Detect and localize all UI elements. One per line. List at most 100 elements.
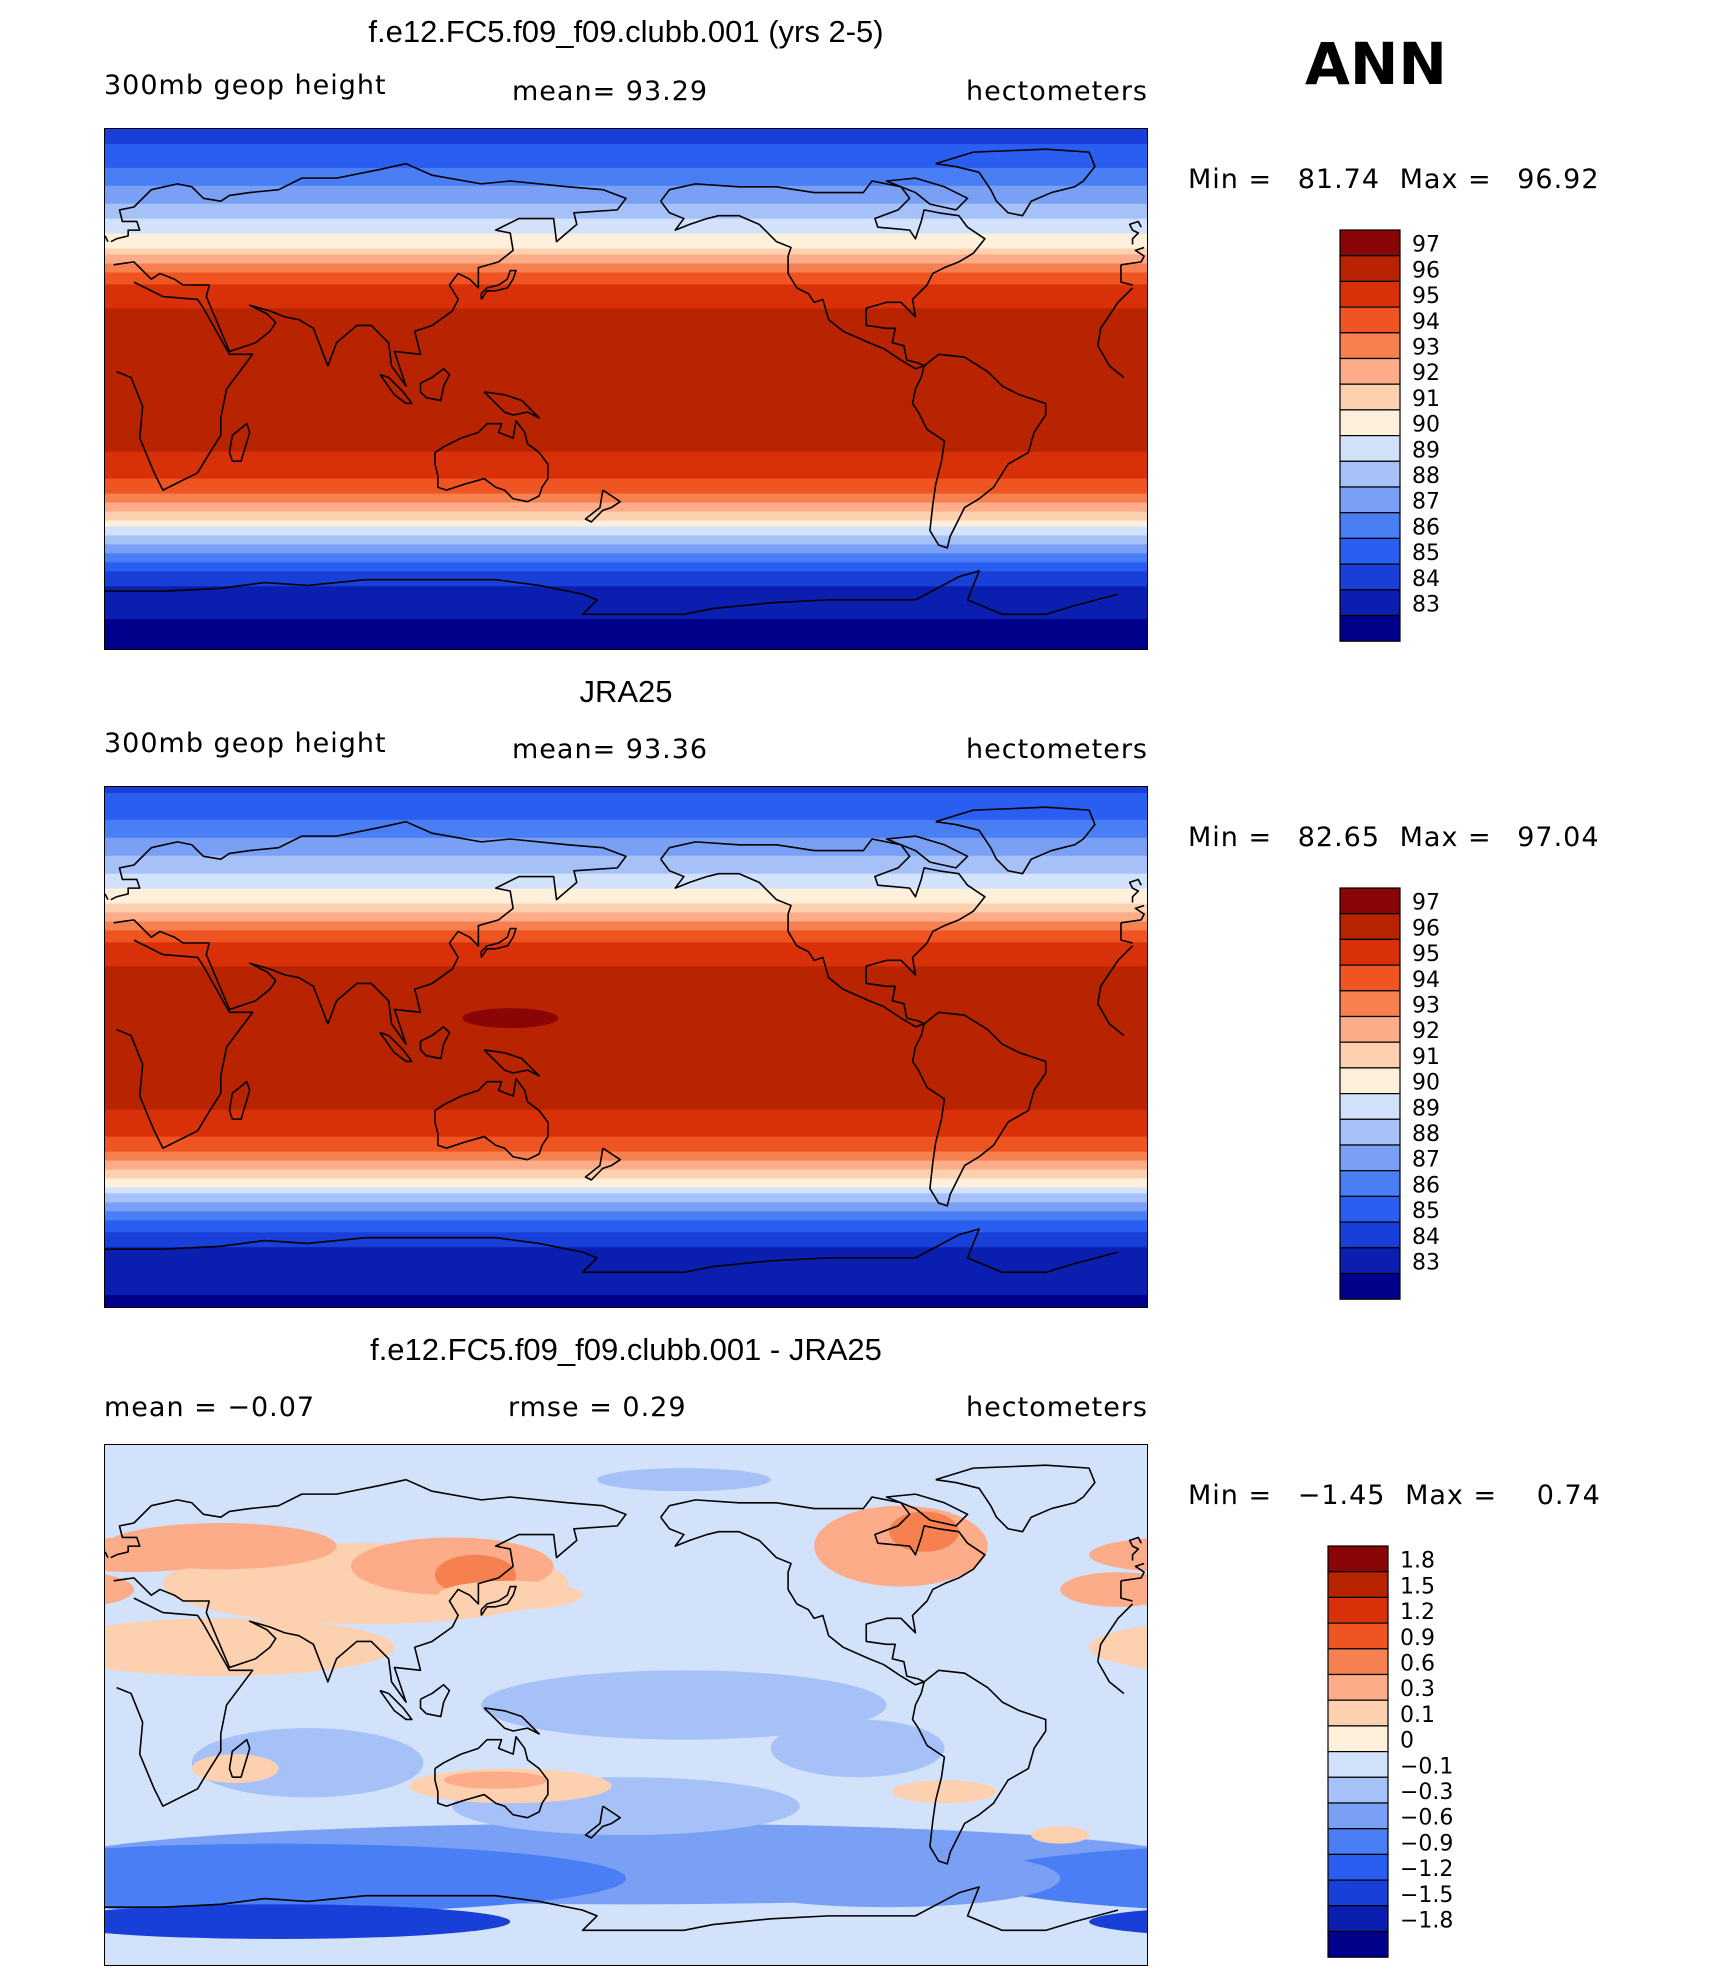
anomaly-region [105,1618,395,1677]
coastline-borneo [419,1683,451,1718]
coastline-namerica [660,180,986,370]
contour-band [105,359,1147,363]
contour-band [105,1121,1147,1126]
contour-band [105,415,1147,420]
contour-band [105,885,1147,890]
contour-band [105,1175,1147,1180]
colorbar-box [1327,1879,1389,1907]
contour-band [105,179,1147,184]
panel3-min-label: Min = [1188,1480,1273,1511]
colorbar-tick-label: 86 [1412,1173,1440,1198]
contour-band [105,397,1147,402]
contour-band [105,819,1147,824]
contour-band [105,511,1147,516]
contour-band [105,640,1147,644]
contour-band [105,383,1147,387]
anomaly-region [770,1719,945,1778]
coastline-greenland [935,806,1096,875]
colorbar-box [1327,1571,1389,1599]
contour-band [105,792,1147,797]
contour-band [105,493,1147,498]
contour-band [105,1017,1147,1021]
colorbar-box [1339,887,1401,915]
contour-band [105,619,1147,623]
contour-band [105,837,1147,842]
contour-band [105,948,1147,952]
contour-band [105,176,1147,181]
contour-band [105,631,1147,635]
contour-band [105,1283,1147,1287]
contour-band [105,1256,1147,1260]
contour-band [105,146,1147,151]
contour-band [105,1208,1147,1212]
contour-band [105,598,1147,602]
contour-band [105,574,1147,578]
contour-band [105,454,1147,459]
contour-band [105,906,1147,911]
contour-band [105,894,1147,899]
contour-band [105,1038,1147,1042]
coastline-samerica [911,353,1047,549]
panel2-units: hectometers [966,734,1148,765]
contour-band [105,604,1147,608]
coastline-baffin [885,835,969,869]
contour-band [105,981,1147,985]
contour-band [105,194,1147,199]
contour-band [105,825,1147,830]
contour-band [105,975,1147,979]
contour-band [105,897,1147,902]
colorbar-tick-label: 91 [1412,1045,1440,1070]
colorbar-tick-label: 0.3 [1400,1677,1435,1702]
contour-band [105,1286,1147,1290]
anomaly-region [105,1574,134,1605]
contour-band [105,341,1147,345]
panel1-min-value: 81.74 [1297,164,1381,195]
panel1-colorbar: 97 96 95 94 93 92 91 90 89 88 87 86 85 84 83 [1338,228,1538,644]
colorbar-tick-label: 97 [1412,233,1440,258]
contour-band [105,1118,1147,1123]
contour-band [105,601,1147,605]
coastline-samerica [911,1011,1047,1207]
colorbar-box [1339,255,1401,283]
contour-band [105,200,1147,205]
contour-bands [105,1445,1147,1965]
contour-band [105,1250,1147,1254]
contour-band [105,1127,1147,1132]
contour-band [105,371,1147,375]
colorbar-box [1339,563,1401,591]
contour-band [105,1199,1147,1203]
coastline-africa [1097,287,1134,346]
contour-band [105,789,1147,794]
panel3-min-value: −1.45 [1297,1480,1386,1511]
coastline-samerica [911,1669,1047,1865]
panel3-colorbar: 1.8 1.5 1.2 0.9 0.6 0.3 0.1 0 −0.1 −0.3 −0.6 −0.9 −1… [1326,1544,1538,1960]
contour-band [105,134,1147,139]
contour-band [105,957,1147,961]
contour-band [105,933,1147,938]
contour-band [105,562,1147,566]
contour-band [105,248,1147,253]
colorbar-box [1339,1067,1401,1095]
panel1-max-value: 96.92 [1517,164,1600,195]
contour-band [105,993,1147,997]
contour-band [105,538,1147,543]
coastline-eurasia [110,162,627,387]
panel2-mean: mean= 93.36 [512,734,709,765]
coastline-australia [434,1735,549,1819]
contour-band [105,451,1147,456]
colorbar-tick-label: 91 [1412,387,1440,412]
contour-band [105,1064,1147,1069]
contour-band [105,1205,1147,1209]
contour-band [105,1052,1147,1057]
anomaly-region [437,1580,583,1610]
colorbar-box [1339,614,1401,642]
contour-band [105,1190,1147,1195]
contour-band [105,520,1147,525]
contour-band [105,311,1147,315]
panel1-minmax: Min = 81.74 Max = 96.92 [1188,164,1600,195]
colorbar-tick-label: 1.8 [1400,1549,1435,1574]
colorbar-box [1339,1144,1401,1172]
contour-band [105,1166,1147,1171]
contour-band [105,532,1147,537]
contour-band [105,463,1147,468]
